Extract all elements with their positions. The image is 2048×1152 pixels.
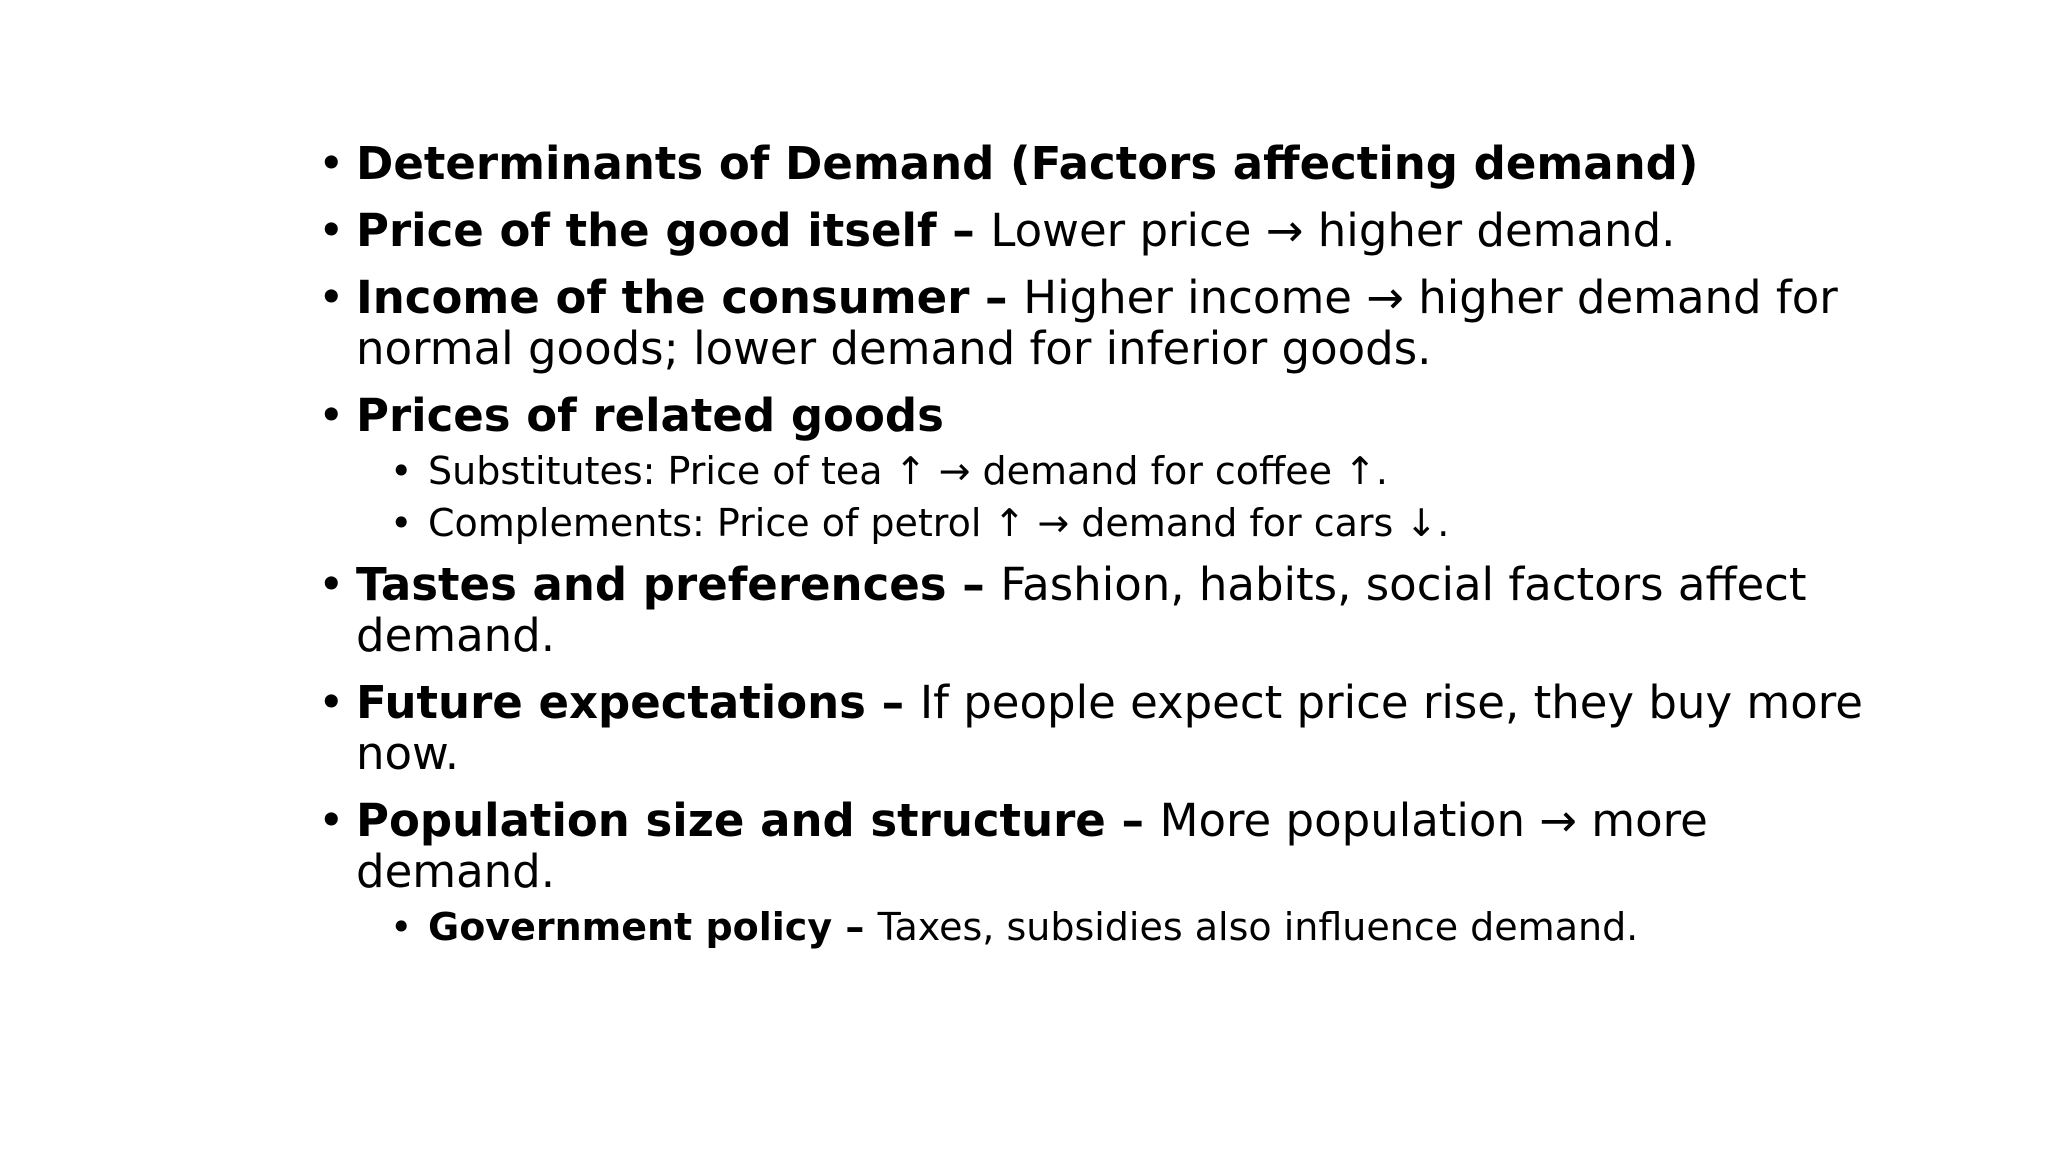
bullet-icon: • xyxy=(318,389,345,442)
list-item-tastes: • Tastes and preferences – Fashion, habi… xyxy=(318,559,1878,661)
bullet-icon: • xyxy=(318,794,345,847)
item-bold-text: Determinants of Demand (Factors affectin… xyxy=(356,137,1699,190)
bullet-icon: • xyxy=(318,204,345,257)
item-separator: – xyxy=(936,204,991,257)
item-bold-text: Government policy xyxy=(428,905,833,949)
list-item-related-goods: • Prices of related goods xyxy=(318,390,1878,441)
item-bold-text: Price of the good itself xyxy=(356,204,937,257)
bullet-icon: • xyxy=(390,501,413,545)
list-item-population: • Population size and structure – More p… xyxy=(318,795,1878,897)
bullet-icon: • xyxy=(390,449,413,493)
bullet-icon: • xyxy=(318,676,345,729)
item-bold-text: Income of the consumer xyxy=(356,271,970,324)
item-bold-text: Prices of related goods xyxy=(356,389,944,442)
sub-item-government-policy: • Government policy – Taxes, subsidies a… xyxy=(318,905,1878,949)
item-separator: – xyxy=(1105,794,1160,847)
bullet-icon: • xyxy=(390,905,413,949)
item-text: Substitutes: Price of tea ↑ → demand for… xyxy=(428,449,1388,493)
item-text: Complements: Price of petrol ↑ → demand … xyxy=(428,501,1450,545)
bullet-icon: • xyxy=(318,558,345,611)
item-separator: – xyxy=(946,558,1001,611)
list-item-determinants-heading: • Determinants of Demand (Factors affect… xyxy=(318,138,1878,189)
sub-item-substitutes: • Substitutes: Price of tea ↑ → demand f… xyxy=(318,449,1878,493)
item-separator: – xyxy=(865,676,920,729)
item-bold-text: Tastes and preferences xyxy=(356,558,947,611)
item-text: If people expect price rise, they buy mo… xyxy=(356,676,1863,780)
list-item-future-expectations: • Future expectations – If people expect… xyxy=(318,677,1878,779)
item-separator: – xyxy=(969,271,1024,324)
item-separator: – xyxy=(832,905,878,949)
bullet-icon: • xyxy=(318,271,345,324)
item-text: Lower price → higher demand. xyxy=(990,204,1676,257)
item-text: Higher income → higher demand for normal… xyxy=(356,271,1838,375)
item-bold-text: Future expectations xyxy=(356,676,866,729)
item-text: Fashion, habits, social factors affect d… xyxy=(356,558,1807,662)
sub-item-complements: • Complements: Price of petrol ↑ → deman… xyxy=(318,501,1878,545)
item-text: More population → more demand. xyxy=(356,794,1708,898)
item-text: Taxes, subsidies also influence demand. xyxy=(877,905,1639,949)
bullet-icon: • xyxy=(318,137,345,190)
item-bold-text: Population size and structure xyxy=(356,794,1106,847)
bullet-list: • Determinants of Demand (Factors affect… xyxy=(318,138,1878,957)
list-item-income: • Income of the consumer – Higher income… xyxy=(318,272,1878,374)
list-item-price-of-good: • Price of the good itself – Lower price… xyxy=(318,205,1878,256)
